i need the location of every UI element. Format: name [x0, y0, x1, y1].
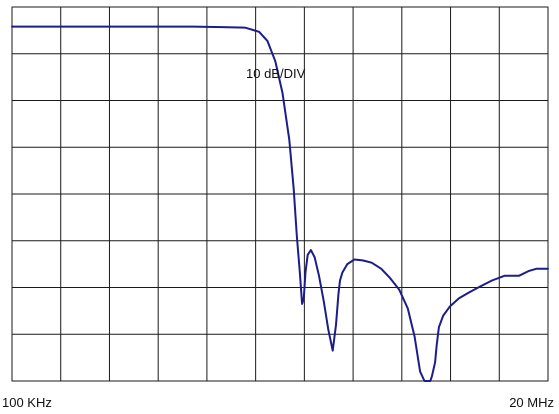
- x-tick-label-end: 20 MHz: [509, 395, 554, 410]
- grid: [12, 7, 548, 381]
- scale-annotation: 10 dB/DIV: [246, 66, 306, 81]
- series-line: [11, 25, 549, 382]
- series-group: [11, 25, 549, 382]
- plot-frame: [11, 6, 549, 382]
- x-tick-label-start: 100 KHz: [2, 395, 52, 410]
